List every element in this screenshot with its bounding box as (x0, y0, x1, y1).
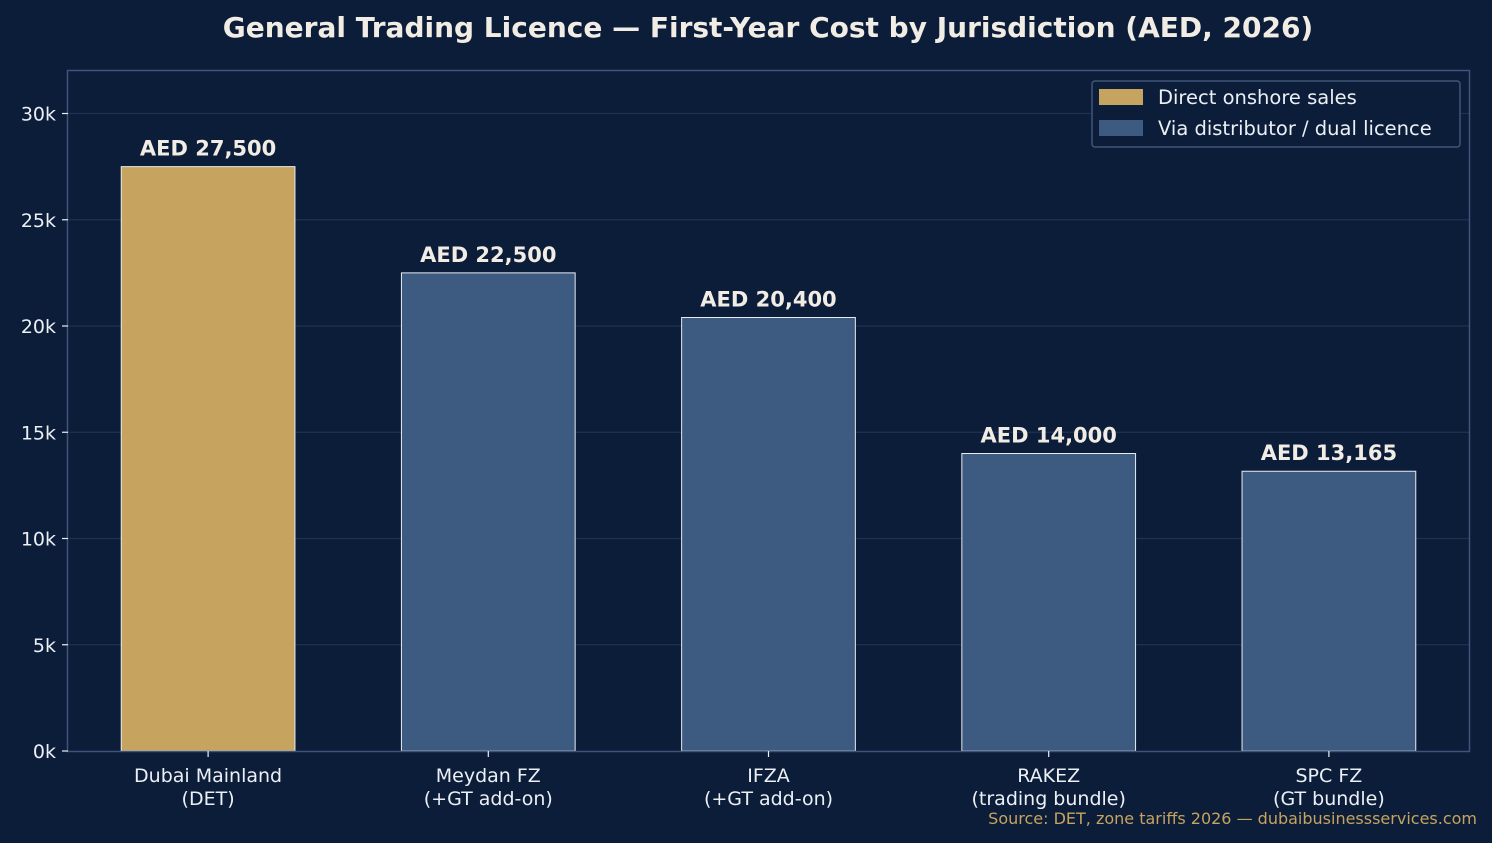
legend-swatch-distributor (1099, 120, 1143, 136)
y-tick-label: 30k (21, 104, 56, 126)
bar (1241, 470, 1417, 752)
data-label: AED 27,500 (140, 137, 276, 161)
data-label: AED 20,400 (700, 288, 836, 312)
legend-swatch-direct (1099, 89, 1143, 105)
x-tick-label: Meydan FZ (436, 765, 541, 787)
x-tick-label: SPC FZ (1296, 765, 1363, 787)
source-note: Source: DET, zone tariffs 2026 — dubaibu… (988, 809, 1477, 828)
x-tick-label: RAKEZ (1017, 765, 1080, 787)
x-tick-label: (trading bundle) (972, 788, 1126, 810)
x-tick-label: (GT bundle) (1273, 788, 1385, 810)
y-tick-label: 15k (21, 422, 56, 444)
chart-title: General Trading Licence — First-Year Cos… (223, 11, 1313, 44)
bar (120, 166, 296, 752)
y-tick-label: 0k (33, 741, 56, 763)
legend-label-distributor: Via distributor / dual licence (1158, 117, 1432, 140)
bar (961, 453, 1137, 752)
x-tick-label: (+GT add-on) (704, 788, 833, 810)
legend-label-direct: Direct onshore sales (1158, 86, 1357, 109)
data-label: AED 22,500 (420, 243, 556, 267)
data-label: AED 13,165 (1261, 441, 1397, 465)
data-label: AED 14,000 (981, 424, 1117, 448)
bars (120, 166, 1417, 752)
axes: 0k 5k 10k 15k 20k 25k 30k Dubai Mainland(DET) Me… (21, 104, 1385, 811)
y-tick-label: 25k (21, 210, 56, 232)
legend: Direct onshore sales Via distributor / d… (1091, 80, 1461, 148)
bar (681, 317, 856, 752)
x-tick-label: (+GT add-on) (424, 788, 553, 810)
x-tick-label: (DET) (182, 788, 235, 810)
y-tick-label: 5k (33, 635, 56, 657)
x-tick-label: Dubai Mainland (134, 765, 282, 787)
bar (400, 272, 576, 752)
x-tick-label: IFZA (747, 765, 790, 787)
y-tick-label: 10k (21, 529, 56, 551)
y-tick-label: 20k (21, 316, 56, 338)
legend-box (1091, 80, 1461, 148)
data-labels: AED 27,500 AED 22,500 AED 20,400 AED 14,000… (140, 137, 1397, 466)
